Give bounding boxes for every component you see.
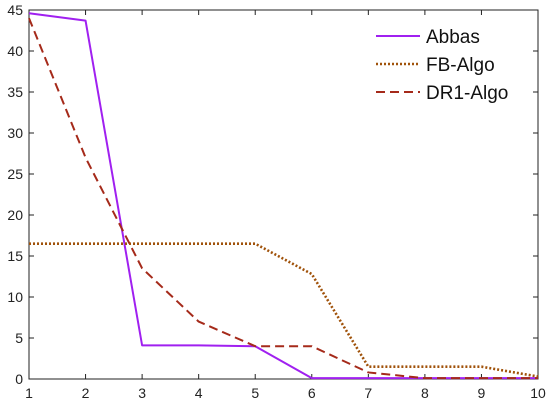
x-tick-label: 8: [421, 385, 429, 401]
legend-label-abbas: Abbas: [426, 27, 480, 48]
x-tick-label: 7: [364, 385, 372, 401]
y-axis: 0 5 10 15 20 25 30 35 40 45: [7, 2, 538, 387]
x-tick-label: 10: [530, 385, 546, 401]
y-tick-label: 40: [7, 43, 23, 59]
x-tick-label: 2: [82, 385, 90, 401]
x-tick-label: 4: [195, 385, 203, 401]
legend-label-dr1-algo: DR1-Algo: [426, 83, 508, 104]
plot-frame: [28, 9, 539, 380]
legend: Abbas FB-Algo DR1-Algo: [376, 27, 508, 104]
y-tick-label: 5: [15, 330, 23, 346]
x-tick-label: 5: [251, 385, 259, 401]
y-tick-label: 0: [15, 371, 23, 387]
y-tick-label: 35: [7, 84, 23, 100]
legend-label-fb-algo: FB-Algo: [426, 55, 495, 76]
series-line-fb-algo: [29, 242, 539, 378]
y-tick-label: 20: [7, 207, 23, 223]
x-tick-label: 6: [308, 385, 316, 401]
y-tick-label: 10: [7, 289, 23, 305]
series-line-dr1-algo: [28, 17, 538, 380]
series-lines: [28, 12, 539, 380]
y-tick-label: 15: [7, 248, 23, 264]
y-tick-label: 45: [7, 2, 23, 18]
x-tick-label: 3: [138, 385, 146, 401]
y-tick-label: 30: [7, 125, 23, 141]
x-tick-label: 9: [478, 385, 486, 401]
x-tick-label: 1: [25, 385, 33, 401]
plot-area: [28, 9, 539, 380]
y-tick-label: 25: [7, 166, 23, 182]
